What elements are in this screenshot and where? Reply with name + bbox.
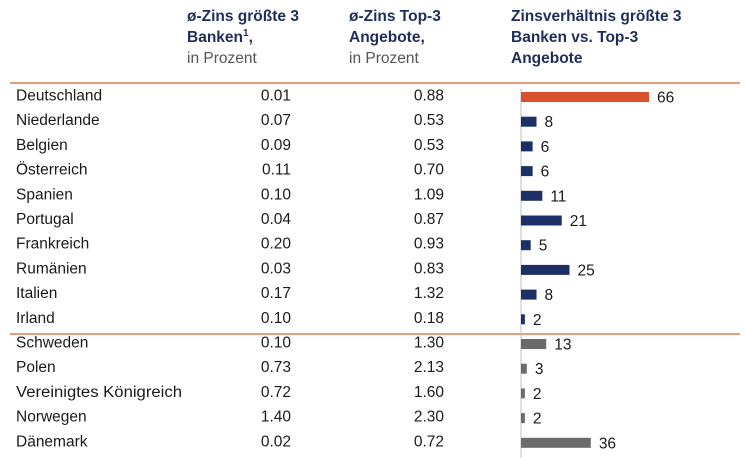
row-irland-country: Irland <box>16 310 55 327</box>
row-italien-ratio-label: 8 <box>545 287 554 304</box>
row-portugal-rate-top3: 0.87 <box>414 211 444 228</box>
row-österreich-country: Österreich <box>16 161 88 179</box>
row-irland-ratio-bar <box>521 314 525 325</box>
row-vereinigtes-königreich-ratio-bar <box>521 388 525 399</box>
row-vereinigtes-königreich-country: Vereinigtes Königreich <box>16 384 182 401</box>
row-österreich-rate-top3: 0.70 <box>414 162 445 179</box>
row-vereinigtes-königreich-ratio-label: 2 <box>533 386 542 403</box>
row-frankreich-country: Frankreich <box>16 236 89 253</box>
row-portugal-ratio-bar <box>521 215 562 226</box>
header-rate-big3-label: Banken <box>187 29 243 46</box>
row-dänemark-rate-big3: 0.02 <box>261 433 291 450</box>
row-belgien-ratio-bar <box>521 141 533 152</box>
row-dänemark-ratio-label: 36 <box>599 435 616 452</box>
row-schweden-country: Schweden <box>16 335 88 352</box>
row-dänemark-rate-top3: 0.72 <box>414 433 444 450</box>
row-vereinigtes-königreich-rate-top3: 1.60 <box>414 384 445 401</box>
row-irland-rate-big3: 0.10 <box>261 310 292 327</box>
row-dänemark-ratio-bar <box>521 437 591 448</box>
header-ratio: Zinsverhältnis größte 3 Banken vs. Top-3… <box>511 6 682 69</box>
row-niederlande-country: Niederlande <box>16 112 100 129</box>
row-frankreich-rate-big3: 0.20 <box>261 236 292 253</box>
header-rate-top3-line1: ø-Zins Top-3 <box>349 8 441 25</box>
row-schweden-rate-big3: 0.10 <box>261 335 292 352</box>
row-italien-ratio-bar <box>521 289 537 300</box>
row-schweden-ratio-label: 13 <box>554 337 571 354</box>
row-österreich-ratio-label: 6 <box>541 164 550 181</box>
row-deutschland-rate-top3: 0.88 <box>414 88 444 105</box>
row-spanien-rate-top3: 1.09 <box>414 186 444 203</box>
row-norwegen-rate-big3: 1.40 <box>261 409 292 426</box>
row-dänemark-country: Dänemark <box>16 433 88 450</box>
row-deutschland-rate-big3: 0.01 <box>261 88 291 105</box>
row-frankreich-ratio-label: 5 <box>539 238 548 255</box>
row-polen-rate-top3: 2.13 <box>414 359 444 376</box>
row-polen-ratio-label: 3 <box>535 361 544 378</box>
row-deutschland-ratio-label: 66 <box>657 90 674 107</box>
row-deutschland-country: Deutschland <box>16 88 102 105</box>
row-spanien-ratio-label: 11 <box>550 188 566 205</box>
row-niederlande-rate-top3: 0.53 <box>414 112 444 129</box>
row-schweden-ratio-bar <box>521 339 547 349</box>
row-spanien-country: Spanien <box>16 186 73 203</box>
header-ratio-line2: Banken vs. Top-3 <box>511 29 639 46</box>
row-belgien-rate-top3: 0.53 <box>414 137 444 154</box>
header-rate-big3-unit: in Prozent <box>187 50 257 67</box>
row-rumänien-rate-top3: 0.83 <box>414 260 444 277</box>
row-portugal-rate-big3: 0.04 <box>261 211 292 228</box>
row-rumänien-rate-big3: 0.03 <box>261 260 291 277</box>
row-frankreich-rate-top3: 0.93 <box>414 236 444 253</box>
row-spanien-rate-big3: 0.10 <box>261 186 292 203</box>
row-portugal-country: Portugal <box>16 211 74 228</box>
row-österreich-rate-big3: 0.11 <box>262 162 291 179</box>
row-italien-country: Italien <box>16 285 57 302</box>
header-rate-big3-line2: Banken1, <box>187 27 299 48</box>
row-schweden-rate-top3: 1.30 <box>414 335 445 352</box>
header-rate-big3-comma: , <box>248 29 253 46</box>
row-niederlande-ratio-label: 8 <box>545 114 554 131</box>
row-rumänien-ratio-label: 25 <box>577 262 594 279</box>
header-ratio-line3: Angebote <box>511 50 583 67</box>
row-irland-ratio-label: 2 <box>533 312 542 329</box>
row-norwegen-country: Norwegen <box>16 409 87 426</box>
row-niederlande-rate-big3: 0.07 <box>261 112 291 129</box>
footnote-marker: 1 <box>243 27 249 39</box>
row-norwegen-ratio-label: 2 <box>533 411 542 428</box>
row-belgien-country: Belgien <box>16 137 68 154</box>
row-polen-rate-big3: 0.73 <box>261 359 291 376</box>
header-ratio-line1: Zinsverhältnis größte 3 <box>511 8 682 25</box>
row-polen-ratio-bar <box>521 363 527 374</box>
row-vereinigtes-königreich-rate-big3: 0.72 <box>261 384 291 401</box>
header-rate-top3-unit: in Prozent <box>349 50 419 67</box>
row-spanien-ratio-bar <box>521 190 543 201</box>
row-norwegen-ratio-bar <box>521 413 525 424</box>
row-polen-country: Polen <box>16 359 56 376</box>
header-rate-big3: ø-Zins größte 3 Banken1, in Prozent <box>187 6 299 69</box>
row-italien-rate-top3: 1.32 <box>414 285 444 302</box>
row-österreich-ratio-bar <box>521 166 533 177</box>
row-deutschland-ratio-bar <box>521 92 649 102</box>
row-rumänien-country: Rumänien <box>16 260 87 277</box>
header-rate-big3-line1: ø-Zins größte 3 <box>187 8 299 25</box>
row-portugal-ratio-label: 21 <box>570 213 587 230</box>
row-italien-rate-big3: 0.17 <box>261 285 291 302</box>
row-rumänien-ratio-bar <box>521 264 570 275</box>
header-rate-top3-line2: Angebote, <box>349 29 425 46</box>
row-niederlande-ratio-bar <box>521 116 537 127</box>
header-rate-top3: ø-Zins Top-3 Angebote, in Prozent <box>349 6 441 69</box>
row-belgien-rate-big3: 0.09 <box>261 137 291 154</box>
row-belgien-ratio-label: 6 <box>541 139 550 156</box>
row-norwegen-rate-top3: 2.30 <box>414 409 445 426</box>
row-irland-rate-top3: 0.18 <box>414 310 444 327</box>
row-frankreich-ratio-bar <box>521 240 531 251</box>
